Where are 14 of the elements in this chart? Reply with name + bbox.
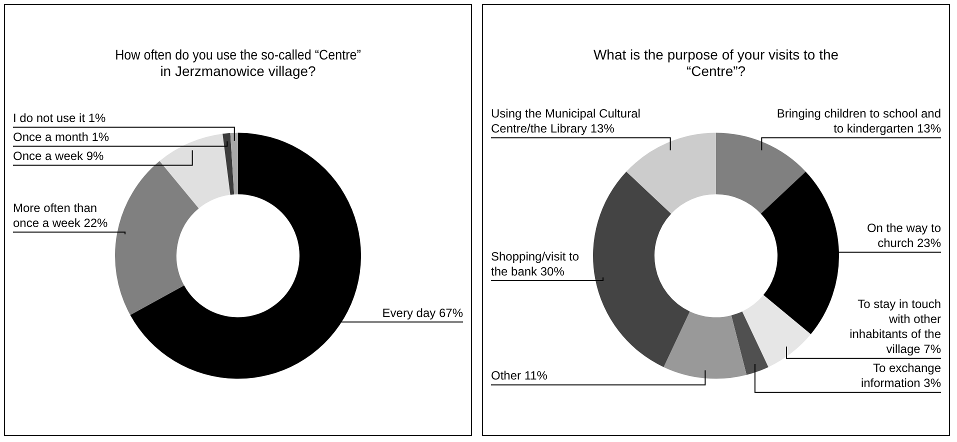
- slice-label: Other 11%: [491, 368, 548, 383]
- chart-title: What is the purpose of your visits to the “Centre”?: [593, 46, 839, 80]
- slice-label: I do not use it 1%: [13, 111, 106, 126]
- slice-label: To exchange information 3%: [860, 361, 942, 390]
- slice-label: Once a month 1%: [13, 130, 110, 144]
- slice-label: Using the Municipal Cultural Centre/the Library 13%: [491, 106, 640, 136]
- slice-label: Once a week 9%: [13, 149, 104, 164]
- slice-label: Every day 67%: [382, 306, 464, 320]
- slice-label: More often than once a week 22%: [13, 200, 108, 230]
- slice-label: Shopping/visit to the bank 30%: [491, 249, 580, 278]
- slice-label: On the way to church 23%: [866, 221, 942, 250]
- slice-label: Bringing children to school and to kindergarten 13%: [776, 106, 942, 136]
- slice-label: To stay in touch with other inhabitants of the village 7%: [850, 297, 942, 356]
- chart-title: How often do you use the so-called “Centre” in Jerzmanowice village?: [115, 46, 361, 80]
